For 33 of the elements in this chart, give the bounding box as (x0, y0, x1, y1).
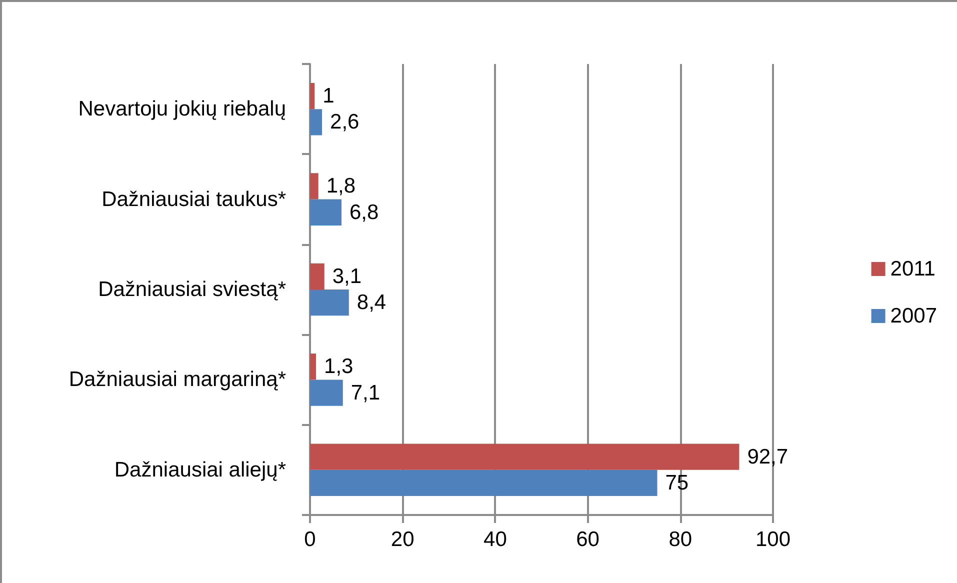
data-label: 2,6 (330, 110, 360, 134)
bar (310, 354, 316, 380)
x-tick-label: 80 (668, 528, 692, 551)
y-tick-label: Dažniausiai margariną* (68, 368, 286, 392)
bar (310, 470, 658, 496)
y-tick-label: Dažniausiai taukus* (102, 188, 286, 211)
x-tick-label: 0 (304, 528, 316, 551)
bar (310, 263, 324, 290)
bar (310, 173, 318, 200)
legend-label: 2007 (890, 304, 937, 328)
y-tick-label: Dažniausiai aliejų* (114, 458, 286, 482)
data-label: 75 (665, 471, 689, 494)
data-label: 1 (322, 84, 334, 108)
x-tick-label: 60 (576, 528, 600, 551)
data-label: 1,3 (324, 355, 354, 378)
bar (310, 82, 315, 110)
bar (310, 109, 322, 136)
bar (310, 444, 740, 470)
y-tick-label: Nevartoju jokių riebalų (78, 98, 286, 121)
x-tick-label: 20 (390, 528, 414, 551)
bar (310, 199, 342, 226)
bar (310, 380, 343, 406)
y-tick-label: Dažniausiai sviestą* (98, 278, 286, 301)
bar (310, 290, 349, 316)
data-label: 92,7 (747, 445, 788, 468)
legend-label: 2011 (890, 258, 936, 280)
data-label: 3,1 (332, 264, 362, 288)
x-tick-label: 40 (484, 528, 507, 551)
data-label: 1,8 (326, 174, 356, 198)
x-tick-label: 100 (755, 528, 791, 551)
data-label: 8,4 (356, 291, 386, 314)
data-label: 6,8 (349, 200, 379, 224)
data-label: 7,1 (350, 381, 380, 404)
